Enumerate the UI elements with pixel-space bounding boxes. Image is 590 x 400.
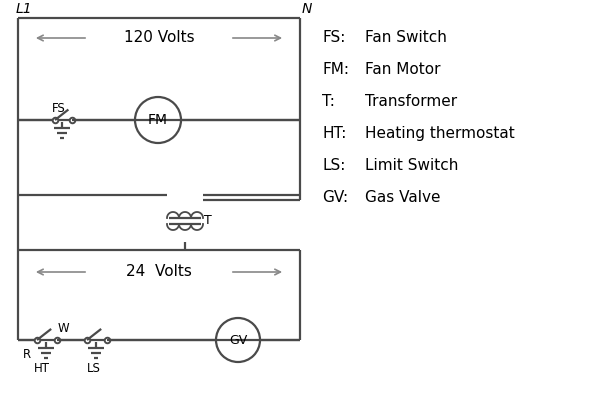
- Text: FS: FS: [52, 102, 65, 115]
- Text: Heating thermostat: Heating thermostat: [365, 126, 514, 141]
- Text: W: W: [58, 322, 70, 335]
- Text: Gas Valve: Gas Valve: [365, 190, 441, 205]
- Text: GV:: GV:: [322, 190, 348, 205]
- Text: HT:: HT:: [322, 126, 346, 141]
- Text: Fan Motor: Fan Motor: [365, 62, 441, 77]
- Text: FM:: FM:: [322, 62, 349, 77]
- Text: GV: GV: [229, 334, 247, 346]
- Text: T:: T:: [322, 94, 335, 109]
- Text: LS:: LS:: [322, 158, 345, 173]
- Text: FM: FM: [148, 113, 168, 127]
- Text: N: N: [302, 2, 312, 16]
- Text: 120 Volts: 120 Volts: [124, 30, 194, 46]
- Text: LS: LS: [87, 362, 101, 375]
- Text: FS:: FS:: [322, 30, 345, 45]
- Text: T: T: [204, 214, 212, 228]
- Text: L1: L1: [16, 2, 32, 16]
- Text: Limit Switch: Limit Switch: [365, 158, 458, 173]
- Text: HT: HT: [34, 362, 50, 375]
- Text: R: R: [23, 348, 31, 361]
- Text: 24  Volts: 24 Volts: [126, 264, 192, 280]
- Text: Fan Switch: Fan Switch: [365, 30, 447, 45]
- Text: Transformer: Transformer: [365, 94, 457, 109]
